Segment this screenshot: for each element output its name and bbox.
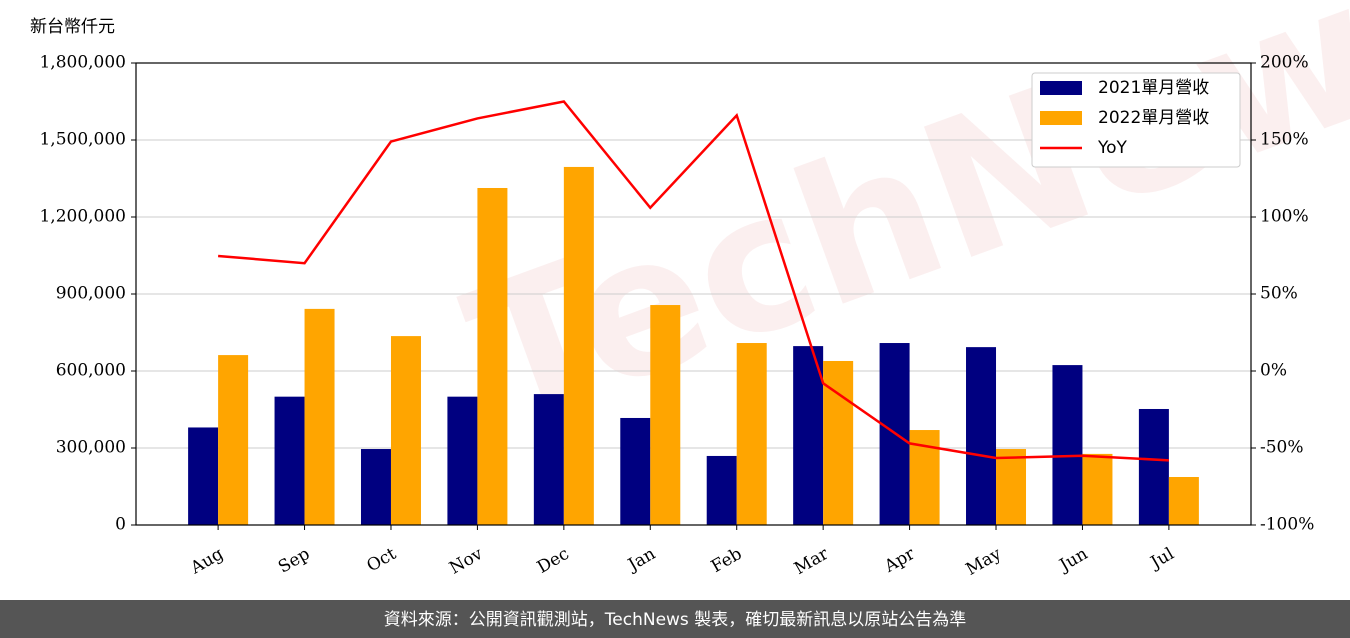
bar: [823, 360, 854, 525]
bar: [793, 346, 824, 525]
bar: [736, 343, 767, 525]
x-tick-label: Dec: [534, 544, 573, 578]
legend-label: 2021單月營收: [1098, 78, 1209, 98]
bar: [390, 336, 421, 525]
bar: [620, 417, 651, 525]
x-tick-label: Jan: [623, 544, 659, 576]
y2-tick-label: 150%: [1260, 130, 1309, 150]
y2-tick-label: -100%: [1260, 515, 1314, 535]
x-tick-label: Mar: [791, 543, 833, 579]
footer-text: 資料來源：公開資訊觀測站，TechNews 製表，確切最新訊息以原站公告為準: [384, 610, 966, 630]
bar: [563, 166, 594, 525]
legend-swatch: [1040, 111, 1082, 125]
y-tick-label: 1,800,000: [39, 53, 126, 73]
bar: [533, 394, 564, 525]
y-tick-label: 300,000: [56, 438, 126, 458]
y-tick-label: 600,000: [56, 361, 126, 381]
bar: [650, 305, 681, 525]
bar: [274, 396, 305, 525]
y2-tick-label: 100%: [1260, 207, 1309, 227]
bar: [966, 347, 997, 525]
legend-swatch: [1040, 81, 1082, 95]
legend-label: 2022單月營收: [1098, 108, 1209, 128]
x-tick-label: Feb: [708, 544, 746, 577]
x-tick-label: Jun: [1055, 544, 1092, 577]
y-axis-label: 新台幣仟元: [30, 17, 115, 37]
y-tick-label: 0: [115, 515, 126, 535]
y2-tick-label: 200%: [1260, 53, 1309, 73]
y2-tick-label: 0%: [1260, 361, 1287, 381]
x-tick-label: Aug: [186, 544, 227, 579]
bar: [1082, 453, 1113, 525]
bar: [304, 308, 335, 525]
y-tick-label: 1,500,000: [39, 130, 126, 150]
x-tick-label: Jul: [1146, 544, 1178, 574]
y2-tick-label: -50%: [1260, 438, 1304, 458]
bar: [996, 449, 1027, 525]
bar: [218, 355, 249, 525]
bar: [447, 396, 478, 525]
y-tick-label: 1,200,000: [39, 207, 126, 227]
bar: [706, 455, 737, 525]
x-tick-label: Nov: [446, 544, 486, 579]
x-tick-label: May: [963, 544, 1006, 580]
x-tick-label: Apr: [880, 543, 919, 577]
x-tick-label: Oct: [363, 544, 399, 577]
plot-frame: [135, 62, 1252, 526]
bar: [477, 187, 508, 525]
legend-label: YoY: [1097, 138, 1128, 158]
bar: [1168, 477, 1199, 525]
y2-tick-label: 50%: [1260, 284, 1298, 304]
y-tick-label: 900,000: [56, 284, 126, 304]
footer-bar: [0, 600, 1350, 638]
bar: [188, 427, 219, 525]
bar: [360, 449, 391, 525]
bar: [1052, 365, 1083, 525]
x-tick-label: Sep: [275, 544, 313, 578]
legend-box: [1031, 72, 1241, 168]
bar: [1138, 408, 1169, 525]
line: [218, 100, 1169, 462]
